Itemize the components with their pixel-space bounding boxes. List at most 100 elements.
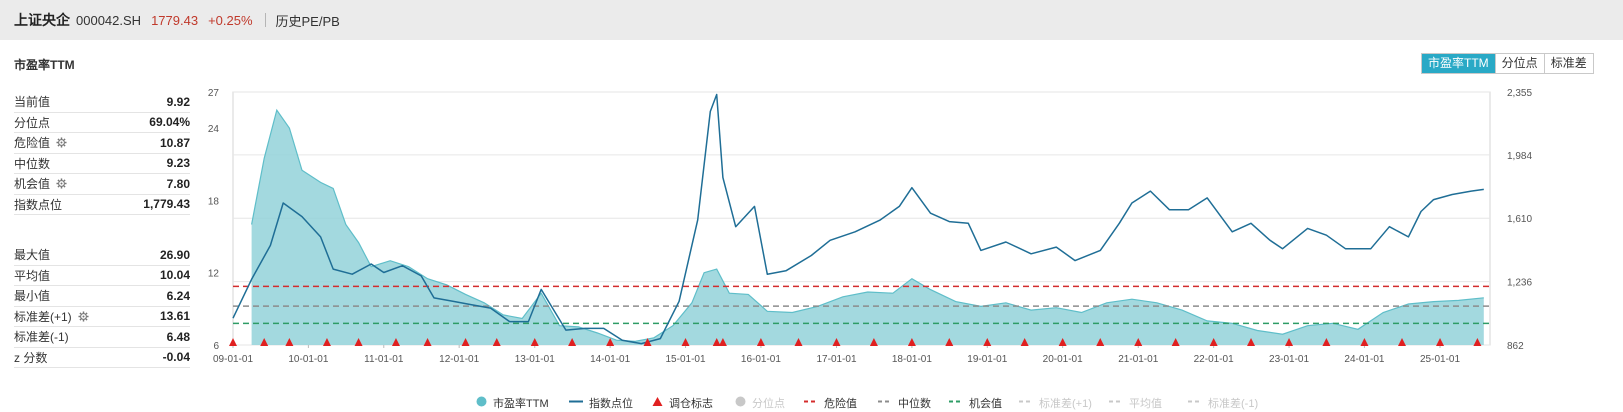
legend-item[interactable]: 市盈率TTM	[476, 396, 549, 410]
rebalance-marker	[1436, 338, 1445, 346]
stat-label: 标准差(-1)	[14, 328, 69, 345]
index-line	[232, 93, 1484, 345]
legend-item[interactable]: 分位点	[735, 396, 785, 410]
stat-value: 10.87	[159, 135, 190, 150]
stat-row: z 分数 -0.04	[14, 348, 190, 368]
x-tick-label: 23-01-01	[1269, 354, 1309, 365]
stat-label: 指数点位	[14, 196, 62, 213]
rebalance-marker	[869, 338, 878, 346]
legend-item[interactable]: 调仓标志	[652, 396, 713, 410]
header-divider	[264, 13, 266, 27]
rebalance-marker	[1398, 338, 1407, 346]
pe-chart: 6 12 18 24 27 862 1,236 1,610 1,984 2,355 09-01-01…	[208, 88, 1533, 365]
y-right-tick-label: 1,236	[1507, 278, 1532, 289]
stat-value: 69.04%	[149, 115, 190, 130]
rebalance-marker	[391, 338, 400, 346]
stat-label: 最小值	[14, 287, 50, 304]
view-button-0[interactable]: 市盈率TTM	[1422, 54, 1495, 73]
x-tick-label: 13-01-01	[515, 354, 555, 365]
x-tick-label: 20-01-01	[1043, 354, 1083, 365]
chart-title: 市盈率TTM	[14, 58, 75, 72]
stat-label-text: 标准差(-1)	[14, 330, 69, 345]
legend-item[interactable]: 中位数	[878, 396, 931, 410]
view-button-2[interactable]: 标准差	[1543, 54, 1593, 73]
legend-item[interactable]: 机会值	[949, 396, 1002, 410]
pe-line	[251, 108, 1484, 343]
rebalance-marker	[983, 338, 992, 346]
stat-label-text: 危险值	[14, 136, 51, 151]
stat-value: 26.90	[159, 247, 190, 262]
stat-row: 机会值 7.80	[14, 174, 190, 195]
stat-row: 最小值 6.24	[14, 286, 190, 307]
rebalance-marker	[492, 338, 501, 346]
rebalance-marker	[354, 338, 363, 346]
x-tick-label: 14-01-01	[590, 354, 630, 365]
legend-item[interactable]: 平均值	[1109, 396, 1162, 410]
x-tick-label: 17-01-01	[816, 354, 856, 365]
index-change: +0.25%	[208, 12, 253, 28]
stat-label-text: 标准差(+1)	[14, 309, 72, 324]
y-right-tick-label: 1,984	[1507, 151, 1532, 162]
rebalance-marker	[681, 338, 690, 346]
stat-label-text: 最大值	[14, 248, 51, 263]
rebalance-marker	[1247, 338, 1256, 346]
x-tick-label: 16-01-01	[741, 354, 781, 365]
x-tick-label: 21-01-01	[1118, 354, 1158, 365]
y-right-tick-label: 1,610	[1507, 214, 1532, 225]
legend-label: 机会值	[969, 398, 1002, 410]
rebalance-marker	[260, 338, 269, 346]
rebalance-marker	[229, 338, 237, 346]
stats-bottom-panel: 最大值 26.90 平均值 10.04 最小值 6.24 标准差(+1) 13.61 标准差(-…	[14, 245, 190, 368]
stat-value: 9.23	[166, 156, 190, 171]
legend-item[interactable]: 标准差(+1)	[1019, 396, 1092, 410]
index-name: 上证央企	[14, 12, 70, 28]
stat-label-text: 平均值	[14, 268, 51, 283]
stat-label: 中位数	[14, 155, 50, 172]
rebalance-marker	[322, 338, 331, 346]
stat-row: 标准差(+1) 13.61	[14, 307, 190, 327]
stat-label: 最大值	[14, 246, 50, 263]
history-pe-pb-link[interactable]: 历史PE/PB	[275, 13, 340, 29]
legend-label: 平均值	[1129, 398, 1162, 410]
rebalance-marker	[718, 338, 727, 346]
x-tick-label: 18-01-01	[892, 354, 932, 365]
y-right-tick-label: 2,355	[1507, 88, 1532, 99]
gear-icon[interactable]	[56, 137, 67, 148]
stat-row: 中位数 9.23	[14, 154, 190, 174]
rebalance-marker	[1096, 338, 1105, 346]
stat-row: 危险值 10.87	[14, 133, 190, 154]
view-button-1[interactable]: 分位点	[1494, 54, 1544, 73]
rebalance-marker	[756, 338, 765, 346]
rebalance-marker	[1171, 338, 1180, 346]
legend-label: 调仓标志	[669, 398, 713, 410]
rebalance-marker	[643, 338, 652, 346]
rebalance-marker	[1285, 338, 1294, 346]
legend-item[interactable]: 指数点位	[569, 396, 633, 410]
x-tick-label: 19-01-01	[967, 354, 1007, 365]
dash-icon	[804, 396, 818, 410]
x-tick-label: 09-01-01	[213, 354, 253, 365]
stat-value: 6.24	[166, 288, 190, 303]
legend-item[interactable]: 标准差(-1)	[1188, 396, 1258, 410]
stat-label-text: 中位数	[14, 156, 51, 171]
rebalance-marker	[1322, 338, 1331, 346]
stat-label: 机会值	[14, 175, 67, 192]
rebalance-marker	[1473, 338, 1482, 346]
legend-item[interactable]: 危险值	[804, 396, 857, 410]
stat-label-text: z 分数	[14, 350, 48, 365]
rebalance-marker	[1360, 338, 1369, 346]
gear-icon[interactable]	[78, 311, 89, 322]
gear-icon[interactable]	[56, 178, 67, 189]
rebalance-marker	[794, 338, 803, 346]
stat-value: 7.80	[166, 176, 190, 191]
y-left-tick-label: 18	[208, 196, 220, 207]
dash-icon	[1109, 396, 1123, 410]
dash-icon	[1019, 396, 1033, 410]
stat-label-text: 分位点	[14, 115, 51, 130]
stat-value: 1,779.43	[143, 197, 190, 212]
rebalance-marker	[832, 338, 841, 346]
x-tick-label: 15-01-01	[666, 354, 706, 365]
x-tick-label: 12-01-01	[439, 354, 479, 365]
dash-icon	[1188, 396, 1202, 410]
stat-label: 标准差(+1)	[14, 308, 89, 325]
